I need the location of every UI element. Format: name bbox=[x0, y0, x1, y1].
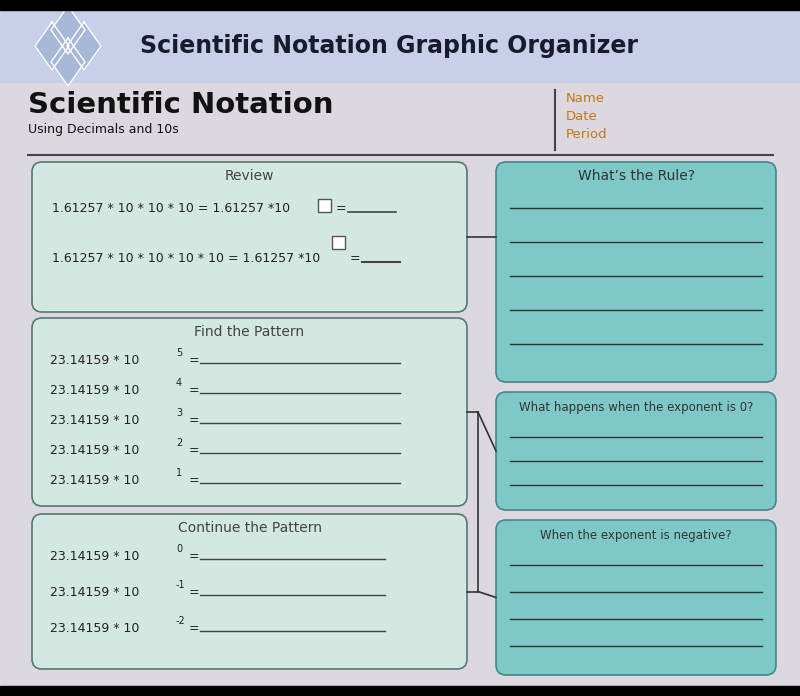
Text: -2: -2 bbox=[176, 616, 186, 626]
Text: Using Decimals and 10s: Using Decimals and 10s bbox=[28, 123, 178, 136]
Text: What happens when the exponent is 0?: What happens when the exponent is 0? bbox=[519, 400, 753, 413]
Text: Find the Pattern: Find the Pattern bbox=[194, 325, 305, 339]
Text: 23.14159 * 10: 23.14159 * 10 bbox=[50, 550, 139, 562]
Text: Date: Date bbox=[566, 109, 598, 122]
Bar bbox=[318, 199, 331, 212]
Text: =: = bbox=[185, 383, 200, 397]
FancyBboxPatch shape bbox=[496, 392, 776, 510]
Text: =: = bbox=[350, 253, 361, 265]
Bar bbox=[0, 0, 800, 10]
Text: Name: Name bbox=[566, 91, 605, 104]
Text: 23.14159 * 10: 23.14159 * 10 bbox=[50, 443, 139, 457]
Text: 1.61257 * 10 * 10 * 10 * 10 = 1.61257 *10: 1.61257 * 10 * 10 * 10 * 10 = 1.61257 *1… bbox=[52, 253, 320, 265]
Text: 4: 4 bbox=[176, 378, 182, 388]
Text: What’s the Rule?: What’s the Rule? bbox=[578, 169, 694, 183]
Text: 23.14159 * 10: 23.14159 * 10 bbox=[50, 622, 139, 635]
Text: Period: Period bbox=[566, 127, 608, 141]
Bar bbox=[0, 686, 800, 696]
Text: 23.14159 * 10: 23.14159 * 10 bbox=[50, 383, 139, 397]
Polygon shape bbox=[51, 6, 85, 54]
Text: 23.14159 * 10: 23.14159 * 10 bbox=[50, 585, 139, 599]
Text: =: = bbox=[185, 413, 200, 427]
Text: 5: 5 bbox=[176, 348, 182, 358]
Text: 0: 0 bbox=[176, 544, 182, 554]
FancyBboxPatch shape bbox=[496, 162, 776, 382]
Text: 1: 1 bbox=[176, 468, 182, 478]
Bar bbox=[332, 236, 345, 249]
FancyBboxPatch shape bbox=[32, 162, 467, 312]
Text: =: = bbox=[185, 622, 200, 635]
Text: -1: -1 bbox=[176, 580, 186, 590]
Text: 23.14159 * 10: 23.14159 * 10 bbox=[50, 413, 139, 427]
Text: =: = bbox=[185, 443, 200, 457]
Text: 2: 2 bbox=[176, 438, 182, 448]
Text: 1.61257 * 10 * 10 * 10 = 1.61257 *10: 1.61257 * 10 * 10 * 10 = 1.61257 *10 bbox=[52, 203, 290, 216]
Text: =: = bbox=[185, 550, 200, 562]
FancyBboxPatch shape bbox=[32, 318, 467, 506]
Polygon shape bbox=[35, 22, 69, 70]
Polygon shape bbox=[51, 38, 85, 86]
Polygon shape bbox=[67, 22, 101, 70]
FancyBboxPatch shape bbox=[496, 520, 776, 675]
FancyBboxPatch shape bbox=[32, 514, 467, 669]
Text: 3: 3 bbox=[176, 408, 182, 418]
Text: When the exponent is negative?: When the exponent is negative? bbox=[540, 528, 732, 541]
Text: =: = bbox=[185, 585, 200, 599]
Text: =: = bbox=[185, 354, 200, 367]
Text: 23.14159 * 10: 23.14159 * 10 bbox=[50, 473, 139, 487]
Text: =: = bbox=[336, 203, 346, 216]
Text: =: = bbox=[185, 473, 200, 487]
Text: Scientific Notation: Scientific Notation bbox=[28, 91, 334, 119]
Text: Scientific Notation Graphic Organizer: Scientific Notation Graphic Organizer bbox=[140, 34, 638, 58]
Text: Continue the Pattern: Continue the Pattern bbox=[178, 521, 322, 535]
Bar bbox=[0, 10, 800, 82]
Text: 23.14159 * 10: 23.14159 * 10 bbox=[50, 354, 139, 367]
Text: Review: Review bbox=[225, 169, 274, 183]
